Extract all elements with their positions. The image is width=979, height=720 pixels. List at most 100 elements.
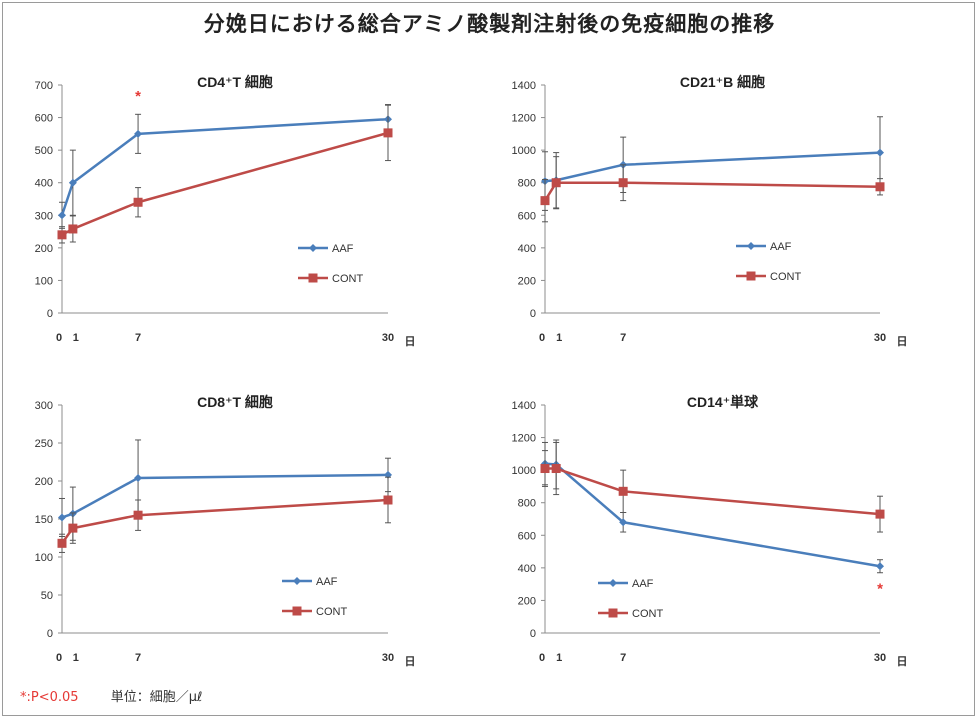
data-point-cont	[383, 128, 393, 138]
series-line-aaf	[60, 117, 389, 216]
data-point-aaf	[876, 148, 884, 157]
x-axis-label: 日	[405, 335, 416, 348]
x-axis-label: 日	[897, 655, 908, 668]
x-tick-label: 0	[56, 652, 62, 664]
data-point-cont	[133, 510, 143, 520]
x-axis-label: 日	[897, 335, 908, 348]
y-tick-label: 600	[518, 530, 536, 542]
y-tick-label: 100	[35, 552, 53, 564]
legend-label-aaf: AAF	[770, 241, 792, 253]
data-point-cont	[57, 230, 67, 240]
chart-cd21-b-cells: CD21⁺B 細胞 0 200 400 600 800 1000 1200 1400 0 1 7 30 日…	[489, 60, 979, 360]
y-tick-label: 0	[530, 628, 536, 640]
data-point-cont	[551, 178, 561, 188]
data-point-aaf	[134, 129, 143, 138]
x-tick-label: 0	[56, 332, 62, 344]
y-tick-label: 400	[35, 178, 53, 190]
y-tick-label: 0	[530, 308, 536, 320]
footer: *:P<0.05 単位：細胞／μℓ	[20, 686, 202, 705]
x-tick-label: 1	[556, 332, 562, 344]
x-tick-label: 30	[874, 652, 886, 664]
y-tick-label: 600	[35, 113, 53, 125]
y-tick-label: 1400	[512, 80, 536, 92]
legend-label-aaf: AAF	[332, 243, 354, 255]
legend-marker	[608, 608, 618, 618]
x-tick-label: 0	[539, 652, 545, 664]
y-tick-label: 400	[518, 243, 536, 255]
significance-marker: *	[135, 88, 141, 105]
y-tick-label: 400	[518, 563, 536, 575]
y-tick-label: 0	[47, 308, 53, 320]
significance-marker: *	[877, 580, 883, 597]
y-tick-label: 150	[35, 514, 53, 526]
x-tick-label: 30	[382, 652, 394, 664]
data-point-cont	[540, 196, 550, 206]
y-tick-label: 200	[518, 595, 536, 607]
x-tick-label: 30	[382, 332, 394, 344]
legend-label-cont: CONT	[316, 606, 347, 618]
legend-label-cont: CONT	[770, 271, 801, 283]
legend-label-aaf: AAF	[316, 576, 338, 588]
data-point-aaf	[876, 562, 884, 571]
data-point-aaf	[619, 518, 628, 527]
chart-title: CD21⁺B 細胞	[680, 74, 765, 90]
data-point-aaf	[68, 178, 77, 187]
legend-marker	[292, 606, 302, 616]
y-tick-label: 100	[35, 275, 53, 287]
legend-marker	[309, 244, 317, 252]
y-tick-label: 1000	[512, 465, 536, 477]
figure-title: 分娩日における総合アミノ酸製剤注射後の免疫細胞の推移	[203, 12, 776, 36]
y-tick-label: 700	[35, 80, 53, 92]
legend-marker	[293, 577, 301, 585]
y-tick-label: 200	[518, 275, 536, 287]
data-point-cont	[383, 495, 393, 505]
x-tick-label: 7	[135, 652, 141, 664]
x-tick-label: 1	[73, 652, 79, 664]
data-point-cont	[618, 486, 628, 496]
chart-cd4-t-cells: CD4⁺T 細胞 0 100 200 300 400 500 600 700 0 1 7 30 日 * AAF…	[0, 60, 490, 360]
chart-cd8-t-cells: CD8⁺T 細胞 0 50 100 150 200 250 300 0 1 7 30 日 AAF CONT	[0, 380, 490, 680]
x-tick-label: 7	[620, 332, 626, 344]
legend-label-cont: CONT	[632, 608, 663, 620]
y-tick-label: 1400	[512, 400, 536, 412]
series-line-cont	[545, 467, 881, 516]
data-point-cont	[133, 197, 143, 207]
x-tick-label: 1	[73, 332, 79, 344]
y-tick-label: 600	[518, 210, 536, 222]
data-point-aaf	[58, 211, 66, 220]
data-point-cont	[875, 182, 885, 192]
y-tick-label: 500	[35, 145, 53, 157]
x-tick-label: 1	[556, 652, 562, 664]
x-tick-label: 7	[135, 332, 141, 344]
series-line-cont	[61, 131, 389, 236]
legend-marker	[609, 579, 617, 587]
y-tick-label: 200	[35, 476, 53, 488]
data-point-cont	[68, 523, 78, 533]
y-tick-label: 1000	[512, 145, 536, 157]
series-line-cont	[60, 498, 389, 545]
y-tick-label: 300	[35, 400, 53, 412]
legend-marker	[308, 273, 318, 283]
data-point-aaf	[58, 513, 66, 522]
x-axis-label: 日	[405, 655, 416, 668]
x-tick-label: 7	[620, 652, 626, 664]
data-point-cont	[875, 509, 885, 519]
data-point-aaf	[134, 473, 143, 482]
y-tick-label: 300	[35, 210, 53, 222]
series-line-aaf	[544, 462, 881, 568]
legend-label-aaf: AAF	[632, 578, 654, 590]
y-tick-label: 800	[518, 498, 536, 510]
chart-cd14-monocytes: CD14⁺単球 0 200 400 600 800 1000 1200 1400 0 1 7 30 日 * A…	[489, 380, 979, 680]
series-line-aaf	[61, 473, 389, 519]
y-tick-label: 0	[47, 628, 53, 640]
chart-title: CD4⁺T 細胞	[197, 74, 273, 90]
y-tick-label: 50	[41, 590, 53, 602]
y-tick-label: 250	[35, 438, 53, 450]
legend-label-cont: CONT	[332, 273, 363, 285]
data-point-cont	[57, 538, 67, 548]
y-tick-label: 1200	[512, 113, 536, 125]
